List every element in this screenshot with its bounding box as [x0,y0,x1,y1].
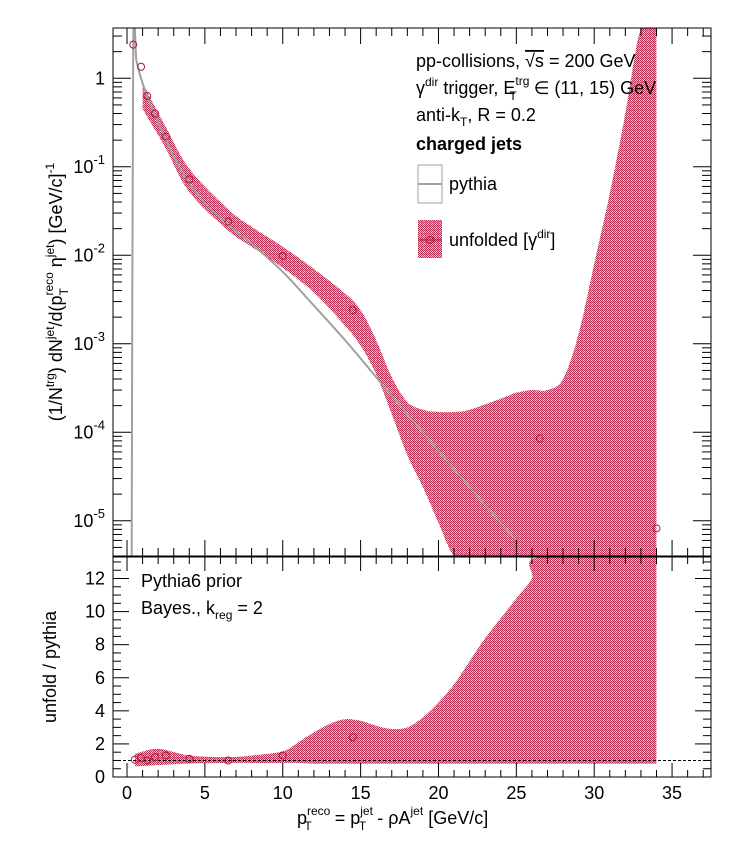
annotation-trigger-mid: trigger, E [438,78,515,98]
legend-unfolded-close: ] [550,230,555,250]
annotation-collision-sqrt: √s [525,51,544,71]
ylabel-mid3: η [46,257,66,272]
main-ytick-label-3: 10-2 [73,240,105,265]
unfolded-point-6 [224,217,233,226]
xtick-label-0: 0 [122,783,132,803]
pythia-line [130,28,518,556]
annotation-prior: Pythia6 prior [141,571,242,591]
ratio-frame [112,556,712,778]
unfolded-point-10 [652,524,661,533]
annotation-method-sub: reg [215,608,232,622]
annotation-algorithm-sub: T [460,115,468,129]
annotation-trigger-gamma: γ [416,78,425,98]
x-axis-title: preco T = pjet T - ρAjet [GeV/c] [297,804,488,833]
legend-unfolded-swatch [418,220,442,258]
ratio-ytick-label-1: 2 [95,734,105,754]
unfolded-point-0 [129,40,138,49]
main-ytick-label-1: 10-4 [73,417,105,442]
annotation-trigger-e-sup: trg [515,74,529,88]
ratio-ytick-label-6: 12 [85,569,105,589]
ylabel-sup1: trg [43,373,57,387]
xtick-label-1: 5 [200,783,210,803]
annotation-trigger-gamma-sup: dir [425,75,438,89]
xtick-label-3: 15 [351,783,371,803]
annotation-trigger-rest: ∈ (11, 15) GeV [529,78,656,98]
ratio-point-8 [348,733,357,742]
annotation-jets: charged jets [416,134,522,154]
xlabel-sup1: reco [307,804,331,818]
ylabel-mid2: /d(p [46,295,66,326]
xlabel-sup2: jet [359,804,373,818]
xlabel-unit: [GeV/c] [423,808,488,828]
ratio-point-5 [185,754,194,763]
annotation-method-main: Bayes., k [141,598,216,618]
ratio-ytick-label-5: 10 [85,602,105,622]
legend-unfolded-marker [426,236,434,244]
ylabel-mid4: ) [GeV/c] [46,173,66,244]
ylabel-sup3: reco [42,272,56,296]
main-ytick-label-4: 10-1 [73,152,105,177]
xtick-label-5: 25 [506,783,526,803]
ratio-point-2 [143,756,152,765]
xlabel-sub2: T [359,819,367,833]
xtick-label-6: 30 [584,783,604,803]
ylabel-sup2: jet [43,326,57,340]
main-frame [112,27,712,557]
xtick-label-7: 35 [662,783,682,803]
unfolded-point-5 [185,175,194,184]
unfolded-point-9 [535,434,544,443]
main-ytick-label-5: 1 [95,68,105,88]
xtick-label-2: 10 [273,783,293,803]
annotation-trigger: γdir trigger, Etrg T ∈ (11, 15) GeV [416,74,656,103]
annotation-algorithm-rest: , R = 0.2 [467,105,536,125]
annotation-collision-main: pp-collisions, [416,51,525,71]
ratio-ytick-label-4: 8 [95,635,105,655]
legend-unfolded-sup: dir [537,227,550,241]
annotation-trigger-e-sub: T [509,89,517,103]
main-ytick-label-2: 10-3 [73,329,105,354]
annotation-collision: pp-collisions, √s = 200 GeV [416,51,636,71]
unfolded-point-7 [278,252,287,261]
legend-unfolded-label: unfolded [γdir] [449,227,555,250]
xlabel-eq: = p [330,808,361,828]
legend: pythia unfolded [γdir] [417,164,555,258]
legend-unfolded-main: unfolded [γ [449,230,537,250]
ratio-ytick-label-0: 0 [95,767,105,787]
annotation-method: Bayes., kreg = 2 [141,598,263,622]
unfolded-point-3 [151,109,160,118]
ratio-uncertainty-band [134,557,657,767]
ylabel-sup5: -1 [43,162,57,173]
unfolded-uncertainty-band [142,28,657,556]
unfolded-point-1 [137,62,146,71]
ratio-point-7 [278,751,287,760]
xtick-label-4: 20 [428,783,448,803]
unfolded-point-4 [161,132,170,141]
ylabel-prefix: (1/N [46,387,66,421]
ylabel-mid1: ) dN [46,339,66,373]
annotation-method-rest: = 2 [232,598,263,618]
legend-pythia-label: pythia [449,174,498,194]
ylabel-sup4: jet [43,244,57,258]
ratio-point-3 [151,753,160,762]
unfolded-point-2 [143,92,152,101]
annotation-algorithm: anti-kT, R = 0.2 [416,105,536,129]
ratio-point-4 [161,751,170,760]
ratio-y-axis-title: unfold / pythia [40,610,60,723]
ratio-ytick-label-2: 4 [95,701,105,721]
ylabel-sub3: T [57,287,71,295]
annotation-collision-rest: = 200 GeV [544,51,636,71]
xlabel-rest: - ρA [372,808,410,828]
xlabel-sup3: jet [410,804,424,818]
unfolded-point-8 [348,306,357,315]
main-ytick-label-0: 10-5 [73,506,105,531]
xlabel-p: p [297,808,307,828]
annotation-algorithm-main: anti-k [416,105,461,125]
ratio-ytick-label-3: 6 [95,668,105,688]
main-y-axis-title: (1/Ntrg) dNjet/d(pTreco ηjet) [GeV/c]-1 [42,162,71,421]
xlabel-sub1: T [304,819,312,833]
ratio-point-6 [224,756,233,765]
